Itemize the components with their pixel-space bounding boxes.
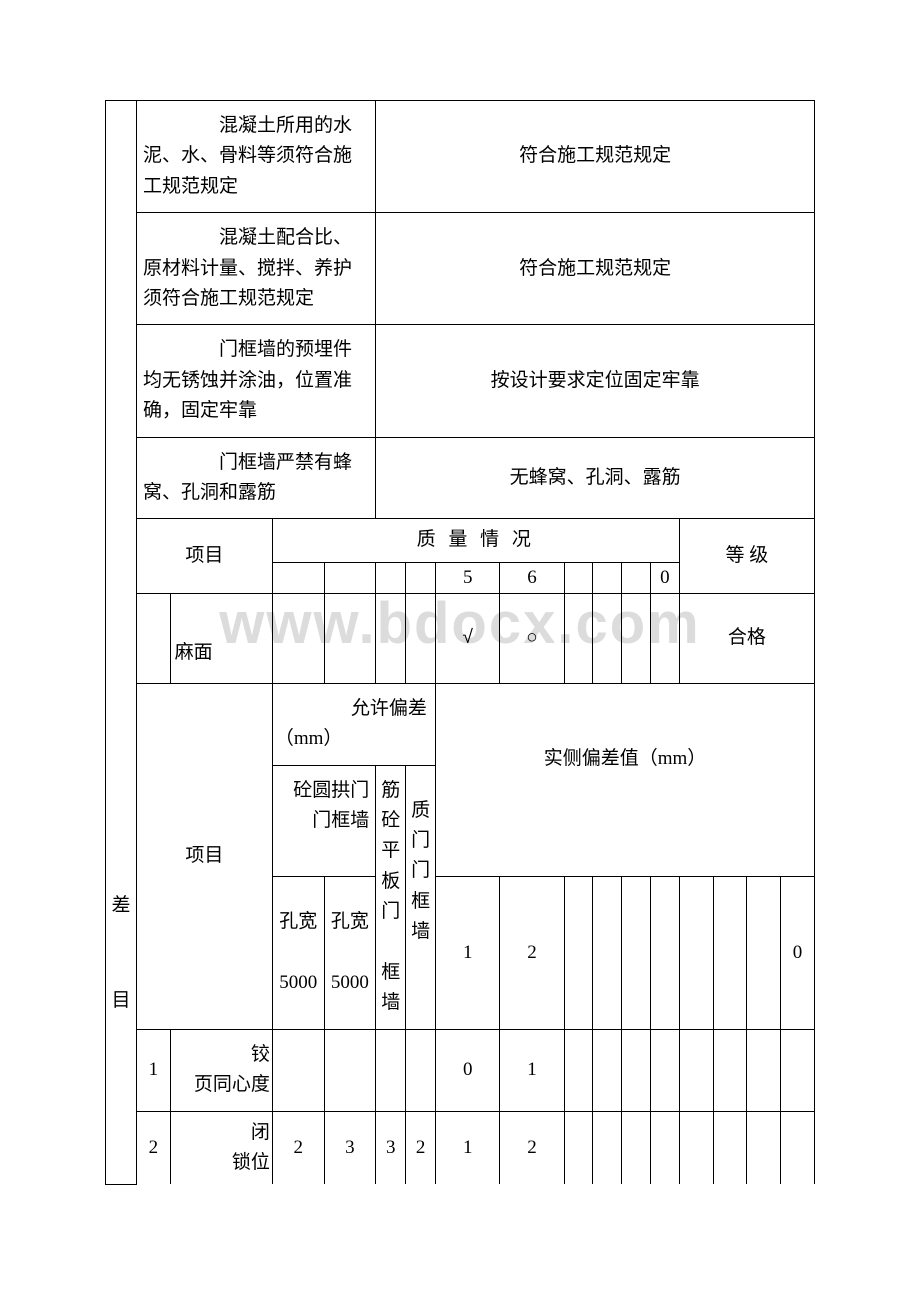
s3-c1: 1: [436, 877, 500, 1030]
s3-sub1: 砼圆拱门门框墙: [272, 765, 375, 876]
s2-col6: 6: [500, 562, 564, 593]
s3-c0: 0: [781, 877, 815, 1030]
s1-row-0: 混凝土所用的水泥、水、骨料等须符合施工规范规定 符合施工规范规定: [106, 101, 815, 213]
s1-right-0: 符合施工规范规定: [376, 101, 815, 213]
s3-allow-dev: 允许偏差（mm）: [272, 683, 435, 765]
s3-kk2: 孔宽5000: [324, 877, 376, 1030]
s2-name: 麻面: [170, 594, 272, 684]
s3-c-0: [376, 1029, 406, 1111]
s3-b-1: 3: [324, 1111, 376, 1184]
s3-d-1: 2: [406, 1111, 436, 1184]
s2-header-row1: 项目 质 量 情 况 等 级: [106, 519, 815, 562]
s3-item-header: 项目: [137, 683, 273, 1029]
s1-right-3: 无蜂窝、孔洞、露筋: [376, 437, 815, 519]
s3-actual-dev: 实侧偏差值（mm）: [436, 683, 815, 876]
s3-row-allow: 差目 项目 允许偏差（mm） 实侧偏差值（mm）: [106, 683, 815, 765]
s1-right-1: 符合施工规范规定: [376, 213, 815, 325]
s2-data-row: 麻面 √ ○ 合格: [106, 594, 815, 684]
s3-sub3: 筋砼平板门框墙: [376, 765, 406, 1029]
s1-left-0: 混凝土所用的水泥、水、骨料等须符合施工规范规定: [137, 101, 376, 213]
s3-a-1: 2: [272, 1111, 324, 1184]
main-table: 混凝土所用的水泥、水、骨料等须符合施工规范规定 符合施工规范规定 混凝土配合比、…: [105, 100, 815, 1185]
s1-left-2: 门框墙的预埋件均无锈蚀并涂油，位置准确，固定牢靠: [137, 325, 376, 437]
s2-col5: 5: [436, 562, 500, 593]
s2-item-header: 项目: [137, 519, 273, 594]
s3-left-label: 差目: [106, 683, 137, 1184]
s2-col10: 0: [650, 562, 679, 593]
s1-row-3: 门框墙严禁有蜂窝、孔洞和露筋 无蜂窝、孔洞、露筋: [106, 437, 815, 519]
s3-data-row-1: 2 闭锁位 2 3 3 2 1 2: [106, 1111, 815, 1184]
s3-idx-1: 2: [137, 1111, 171, 1184]
s3-a-0: [272, 1029, 324, 1111]
s3-name-0: 铰页同心度: [170, 1029, 272, 1111]
s3-v1-0: 0: [436, 1029, 500, 1111]
s3-v2-0: 1: [500, 1029, 564, 1111]
s3-v2-1: 2: [500, 1111, 564, 1184]
s3-b-0: [324, 1029, 376, 1111]
s3-data-row-0: 1 铰页同心度 0 1: [106, 1029, 815, 1111]
s1-left-3: 门框墙严禁有蜂窝、孔洞和露筋: [137, 437, 376, 519]
s1-row-1: 混凝土配合比、原材料计量、搅拌、养护须符合施工规范规定 符合施工规范规定: [106, 213, 815, 325]
s3-kk1: 孔宽5000: [272, 877, 324, 1030]
s3-sub4: 质门门框墙: [406, 765, 436, 1029]
s3-c2: 2: [500, 877, 564, 1030]
s3-name-1: 闭锁位: [170, 1111, 272, 1184]
s3-v1-1: 1: [436, 1111, 500, 1184]
s2-v6: ○: [500, 594, 564, 684]
s2-quality-header: 质 量 情 况: [272, 519, 679, 562]
s3-c-1: 3: [376, 1111, 406, 1184]
s3-idx-0: 1: [137, 1029, 171, 1111]
s1-left-1: 混凝土配合比、原材料计量、搅拌、养护须符合施工规范规定: [137, 213, 376, 325]
s2-v5: √: [436, 594, 500, 684]
s1-right-2: 按设计要求定位固定牢靠: [376, 325, 815, 437]
s2-grade: 合格: [679, 594, 814, 684]
s2-grade-header: 等 级: [679, 519, 814, 594]
s1-row-2: 门框墙的预埋件均无锈蚀并涂油，位置准确，固定牢靠 按设计要求定位固定牢靠: [106, 325, 815, 437]
s3-d-0: [406, 1029, 436, 1111]
